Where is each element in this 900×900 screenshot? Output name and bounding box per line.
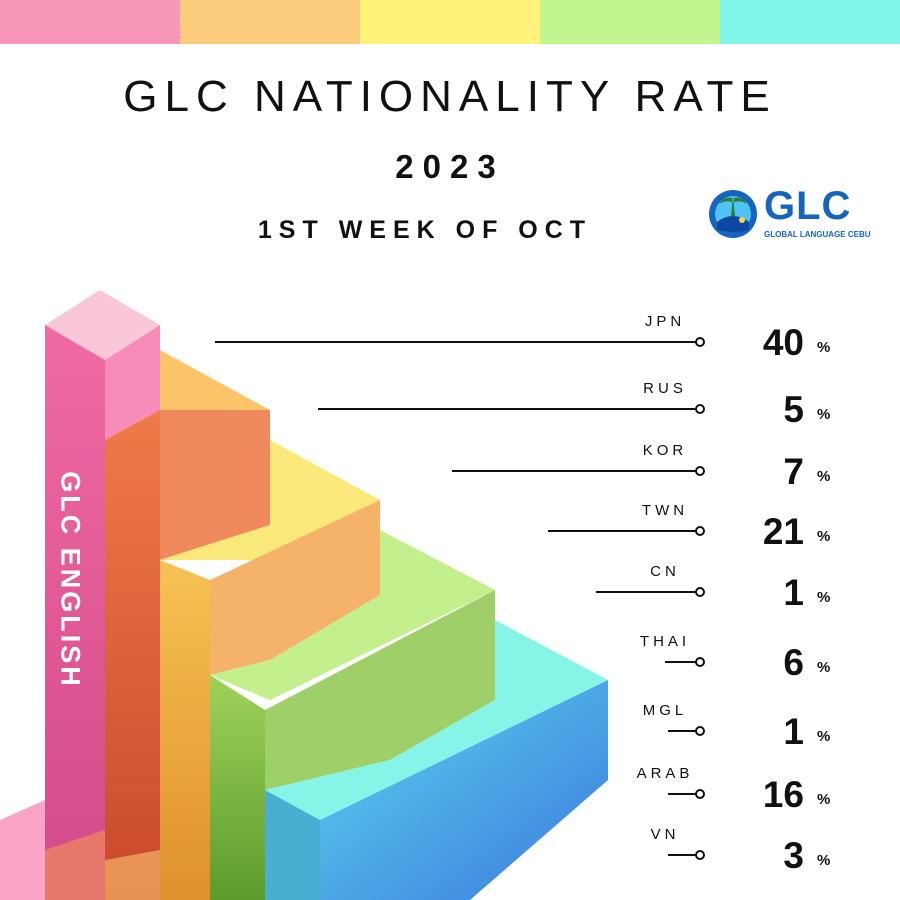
category-label-arab: ARAB <box>637 765 694 782</box>
leader-dot-arab <box>695 789 705 799</box>
category-label-vn: VN <box>651 826 680 843</box>
value-label-arab: 16 <box>763 774 804 815</box>
top-color-bar <box>0 0 900 44</box>
percent-sign-cn: % <box>817 589 830 606</box>
value-label-jpn: 40 <box>763 322 804 363</box>
side-label-text: GLC ENGLISH <box>55 471 86 689</box>
stair-block-yellow <box>160 440 380 900</box>
percent-sign-thai: % <box>817 659 830 676</box>
percent-sign-mgl: % <box>817 728 830 745</box>
color-strip-orange <box>180 0 360 44</box>
category-label-thai: THAI <box>640 633 690 650</box>
floor-reflection <box>0 800 160 900</box>
value-label-thai: 6 <box>783 642 804 683</box>
percent-sign-kor: % <box>817 468 830 485</box>
category-label-cn: CN <box>650 563 680 580</box>
stair-block-pink <box>45 290 160 900</box>
logo-text: GLC <box>764 184 852 228</box>
leader-dot-mgl <box>695 726 705 736</box>
leader-lines <box>215 337 705 860</box>
leader-dot-vn <box>695 850 705 860</box>
stair-block-green <box>210 530 495 900</box>
category-labels: JPN RUS KOR TWN CN THAI MGL ARAB VN <box>637 313 694 843</box>
color-strip-pink <box>0 0 180 44</box>
leader-dot-jpn <box>695 337 705 347</box>
stair-block-orange <box>105 350 270 900</box>
value-labels: 40 % 5 % 7 % 21 % 1 % 6 % 1 % 16 % 3% <box>763 322 831 876</box>
leader-dot-thai <box>695 657 705 667</box>
percent-sign-arab: % <box>817 791 830 808</box>
value-label-twn: 21 <box>763 511 804 552</box>
category-label-mgl: MGL <box>643 702 688 719</box>
color-strip-green <box>540 0 720 44</box>
category-label-jpn: JPN <box>645 313 685 330</box>
category-label-twn: TWN <box>642 502 688 519</box>
percent-sign-rus: % <box>817 406 830 423</box>
stair-block-blue <box>265 620 608 900</box>
percent-sign-twn: % <box>817 528 830 545</box>
value-label-mgl: 1 <box>783 711 804 752</box>
percent-sign-vn: % <box>817 852 830 869</box>
glc-logo-icon <box>709 190 757 238</box>
leader-dot-rus <box>695 404 705 414</box>
chart-subtitle: 1ST WEEK OF OCT <box>257 216 593 244</box>
category-label-rus: RUS <box>643 380 687 397</box>
category-label-kor: KOR <box>643 442 688 459</box>
chart-title: GLC NATIONALITY RATE <box>123 72 777 121</box>
value-label-rus: 5 <box>783 389 804 430</box>
value-label-vn: 3 <box>783 835 804 876</box>
color-strip-yellow <box>360 0 540 44</box>
value-label-cn: 1 <box>783 572 804 613</box>
chart-year: 2023 <box>395 148 505 185</box>
leader-dot-cn <box>695 587 705 597</box>
logo-subtext: GLOBAL LANGUAGE CEBU <box>764 230 871 239</box>
percent-sign-jpn: % <box>817 339 830 356</box>
stair-bar-chart: JPN RUS KOR TWN CN THAI MGL ARAB VN 40 % 5 % 7 % 21 % 1%… <box>0 290 831 900</box>
leader-dot-kor <box>695 466 705 476</box>
value-label-kor: 7 <box>783 451 804 492</box>
leader-dot-twn <box>695 526 705 536</box>
color-strip-cyan <box>720 0 900 44</box>
